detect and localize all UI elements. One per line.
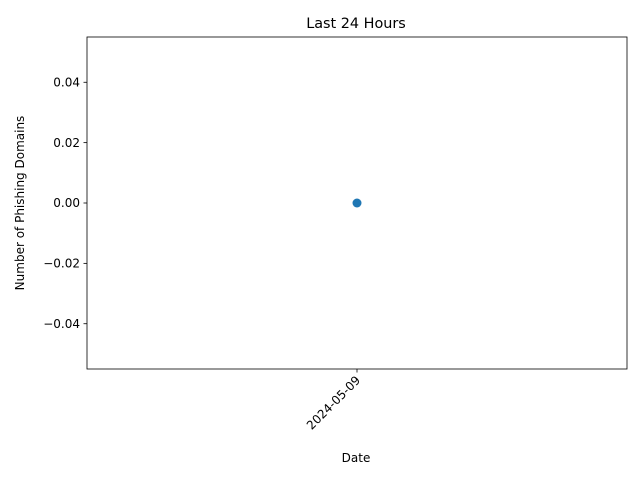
- y-axis-ticks: −0.04 −0.02 0.00 0.02 0.04: [43, 75, 87, 331]
- y-axis-title: Number of Phishing Domains: [13, 116, 27, 291]
- y-tick-label: 0.00: [53, 196, 80, 210]
- y-tick-label: −0.02: [43, 257, 80, 271]
- y-tick-label: 0.04: [53, 75, 80, 89]
- y-tick-label: 0.02: [53, 136, 80, 150]
- chart-title: Last 24 Hours: [306, 16, 406, 32]
- data-points: [352, 198, 362, 208]
- y-tick-label: −0.04: [43, 317, 80, 331]
- data-point: [352, 198, 362, 208]
- plot-frame: [86, 36, 628, 370]
- x-axis-title: Date: [342, 451, 371, 465]
